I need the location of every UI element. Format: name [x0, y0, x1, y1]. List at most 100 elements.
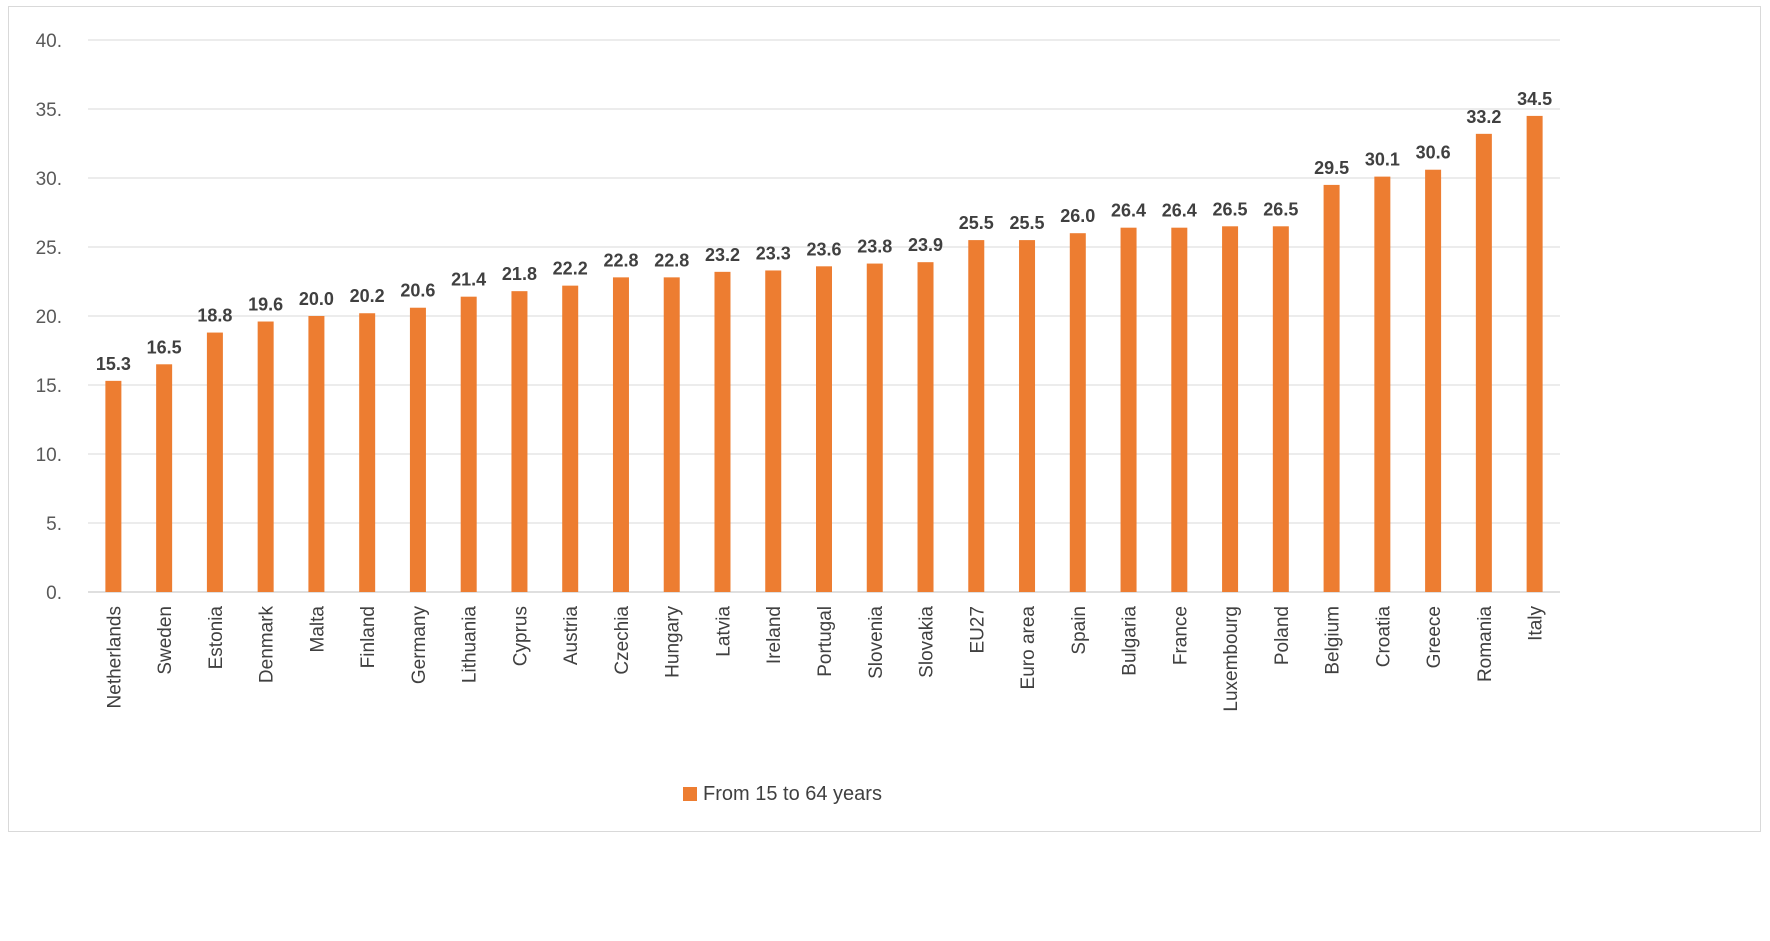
data-label: 18.8	[197, 306, 232, 326]
data-label: 19.6	[248, 295, 283, 315]
y-tick-label: 30.	[36, 169, 62, 190]
bar	[1171, 227, 1188, 592]
x-tick-label: Spain	[1069, 606, 1090, 655]
bar	[562, 285, 579, 592]
x-tick-label: Slovenia	[866, 606, 887, 679]
data-label: 34.5	[1517, 89, 1552, 109]
y-tick-label: 25.	[36, 238, 62, 259]
data-label: 23.8	[857, 237, 892, 257]
x-tick-label: Romania	[1475, 606, 1496, 682]
bar	[156, 364, 173, 592]
data-label: 23.9	[908, 235, 943, 255]
bar	[1526, 115, 1543, 593]
data-label: 21.4	[451, 270, 486, 290]
x-tick-label: Croatia	[1373, 606, 1394, 668]
data-label: 20.6	[400, 281, 435, 301]
bar	[1323, 184, 1340, 592]
x-tick-label: Slovakia	[917, 606, 938, 678]
bar	[206, 332, 223, 592]
bar	[714, 271, 731, 592]
x-tick-label: Estonia	[206, 606, 227, 670]
bar	[308, 316, 325, 592]
data-label: 23.3	[756, 243, 791, 263]
data-label: 25.5	[959, 213, 994, 233]
data-label: 20.0	[299, 289, 334, 309]
x-tick-label: France	[1170, 606, 1191, 665]
data-label: 22.8	[654, 250, 689, 270]
bar	[968, 240, 985, 592]
legend-swatch	[683, 787, 697, 801]
bar	[866, 263, 883, 592]
data-label: 16.5	[147, 337, 182, 357]
data-label: 23.2	[705, 245, 740, 265]
data-label: 26.4	[1162, 201, 1197, 221]
data-label: 26.5	[1263, 199, 1298, 219]
x-tick-label: Bulgaria	[1120, 606, 1141, 676]
data-label: 25.5	[1010, 213, 1045, 233]
x-tick-label: Netherlands	[104, 606, 125, 708]
data-label: 23.6	[806, 239, 841, 259]
x-tick-label: Denmark	[257, 606, 278, 684]
y-tick-label: 35.	[36, 100, 62, 121]
y-tick-label: 0.	[46, 583, 62, 604]
data-label: 22.2	[553, 259, 588, 279]
chart-frame	[8, 6, 1761, 832]
data-label: 30.6	[1416, 143, 1451, 163]
bar	[105, 380, 122, 592]
x-tick-label: Belgium	[1323, 606, 1344, 675]
x-tick-label: Germany	[409, 606, 430, 685]
x-tick-label: Hungary	[663, 606, 684, 678]
bar	[359, 313, 376, 592]
x-tick-label: Cyprus	[510, 606, 531, 666]
x-tick-label: Ireland	[764, 606, 785, 664]
bar	[917, 262, 934, 592]
x-tick-label: Poland	[1272, 606, 1293, 665]
x-tick-label: Czechia	[612, 606, 633, 675]
x-tick-label: Finland	[358, 606, 379, 668]
x-tick-label: Greece	[1424, 606, 1445, 668]
y-tick-label: 15.	[36, 376, 62, 397]
bar	[1374, 176, 1391, 592]
bar	[816, 266, 832, 592]
bar	[1425, 169, 1442, 592]
data-label: 20.2	[350, 286, 385, 306]
bar	[765, 270, 782, 592]
bar	[663, 277, 680, 592]
x-tick-label: Luxembourg	[1221, 606, 1242, 712]
bar	[612, 277, 629, 592]
x-tick-label: Malta	[307, 606, 328, 653]
bar	[1272, 226, 1289, 593]
y-tick-label: 20.	[36, 307, 62, 328]
data-label: 26.0	[1060, 206, 1095, 226]
bar	[1222, 226, 1239, 593]
legend-label: From 15 to 64 years	[703, 783, 882, 805]
bar	[1019, 240, 1036, 592]
data-label: 29.5	[1314, 158, 1349, 178]
y-tick-label: 10.	[36, 445, 62, 466]
data-label: 15.3	[96, 354, 131, 374]
y-tick-label: 5.	[46, 514, 62, 535]
x-tick-label: Portugal	[815, 606, 836, 677]
x-tick-label: EU27	[967, 606, 988, 654]
bar	[1120, 227, 1137, 592]
data-label: 30.1	[1365, 150, 1400, 170]
bar	[511, 291, 528, 592]
x-tick-label: Sweden	[155, 606, 176, 675]
data-label: 33.2	[1466, 107, 1501, 127]
data-label: 26.5	[1213, 199, 1248, 219]
x-tick-label: Lithuania	[460, 606, 481, 684]
data-label: 22.8	[603, 250, 638, 270]
x-tick-label: Italy	[1526, 606, 1547, 641]
data-label: 26.4	[1111, 201, 1146, 221]
y-tick-label: 40.	[36, 31, 62, 52]
bar	[257, 321, 274, 592]
bar	[1475, 133, 1492, 592]
bar	[460, 296, 477, 592]
x-tick-label: Euro area	[1018, 606, 1039, 690]
x-tick-label: Austria	[561, 606, 582, 666]
x-tick-label: Latvia	[713, 606, 734, 657]
data-label: 21.8	[502, 264, 537, 284]
bar	[409, 307, 426, 592]
bar	[1069, 233, 1086, 592]
